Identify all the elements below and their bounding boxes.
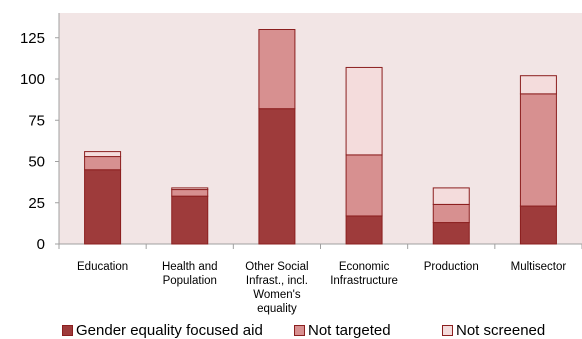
- x-tick-label-education: Education: [77, 261, 128, 273]
- legend-swatch-not-targeted: [294, 324, 305, 336]
- legend-item-not-targeted: Not targeted: [294, 322, 391, 338]
- bar-other-social-infrast-incl-women-s-equality-gender-equality-focused-aid: [258, 108, 296, 245]
- legend-item-not-screened: Not screened: [442, 322, 545, 338]
- y-tick-label: 25: [28, 195, 45, 212]
- legend-label-not-targeted: Not targeted: [308, 321, 391, 339]
- bar-health-and-population-not-targeted: [171, 189, 209, 197]
- y-tick-label: 75: [28, 112, 45, 129]
- bar-economic-infrastructure-gender-equality-focused-aid: [345, 215, 383, 245]
- y-tick-label: 0: [37, 236, 45, 253]
- legend-label-not-screened: Not screened: [456, 321, 546, 339]
- bar-economic-infrastructure-not-targeted: [345, 154, 383, 217]
- legend-swatch-gender-equality-focused-aid: [62, 324, 73, 336]
- x-tick-label-production: Production: [424, 261, 479, 273]
- x-tick-label-multisector: Multisector: [511, 261, 567, 273]
- chart-legend: Gender equality focused aid Not targeted…: [0, 318, 582, 338]
- bar-production-not-targeted: [432, 203, 470, 224]
- x-tick-label-other-social-infrast-incl-women-s-equality: Other Social Infrast., incl. Women's equali…: [245, 261, 308, 315]
- x-tick-label-economic-infrastructure: Economic Infrastructure: [330, 261, 398, 287]
- y-tick-label: 50: [28, 154, 45, 171]
- y-tick-label: 100: [20, 71, 45, 88]
- bar-education-gender-equality-focused-aid: [84, 169, 122, 245]
- bar-health-and-population-not-screened: [171, 187, 209, 191]
- bar-economic-infrastructure-not-screened: [345, 66, 383, 156]
- bar-education-not-screened: [84, 151, 122, 158]
- y-tick-label: 125: [20, 30, 45, 47]
- bar-multisector-not-screened: [519, 75, 557, 95]
- bar-multisector-not-targeted: [519, 93, 557, 207]
- bar-multisector-gender-equality-focused-aid: [519, 205, 557, 245]
- legend-item-gender-equality-focused-aid: Gender equality focused aid: [62, 322, 263, 338]
- x-tick-label-health-and-population: Health and Population: [162, 261, 218, 287]
- bar-education-not-targeted: [84, 156, 122, 171]
- plot-area: [59, 13, 582, 244]
- legend-label-gender-equality-focused-aid: Gender equality focused aid: [76, 321, 263, 339]
- bar-production-gender-equality-focused-aid: [432, 222, 470, 245]
- bar-production-not-screened: [432, 187, 470, 205]
- bar-other-social-infrast-incl-women-s-equality-not-targeted: [258, 29, 296, 110]
- bar-health-and-population-gender-equality-focused-aid: [171, 195, 209, 245]
- legend-swatch-not-screened: [442, 324, 453, 336]
